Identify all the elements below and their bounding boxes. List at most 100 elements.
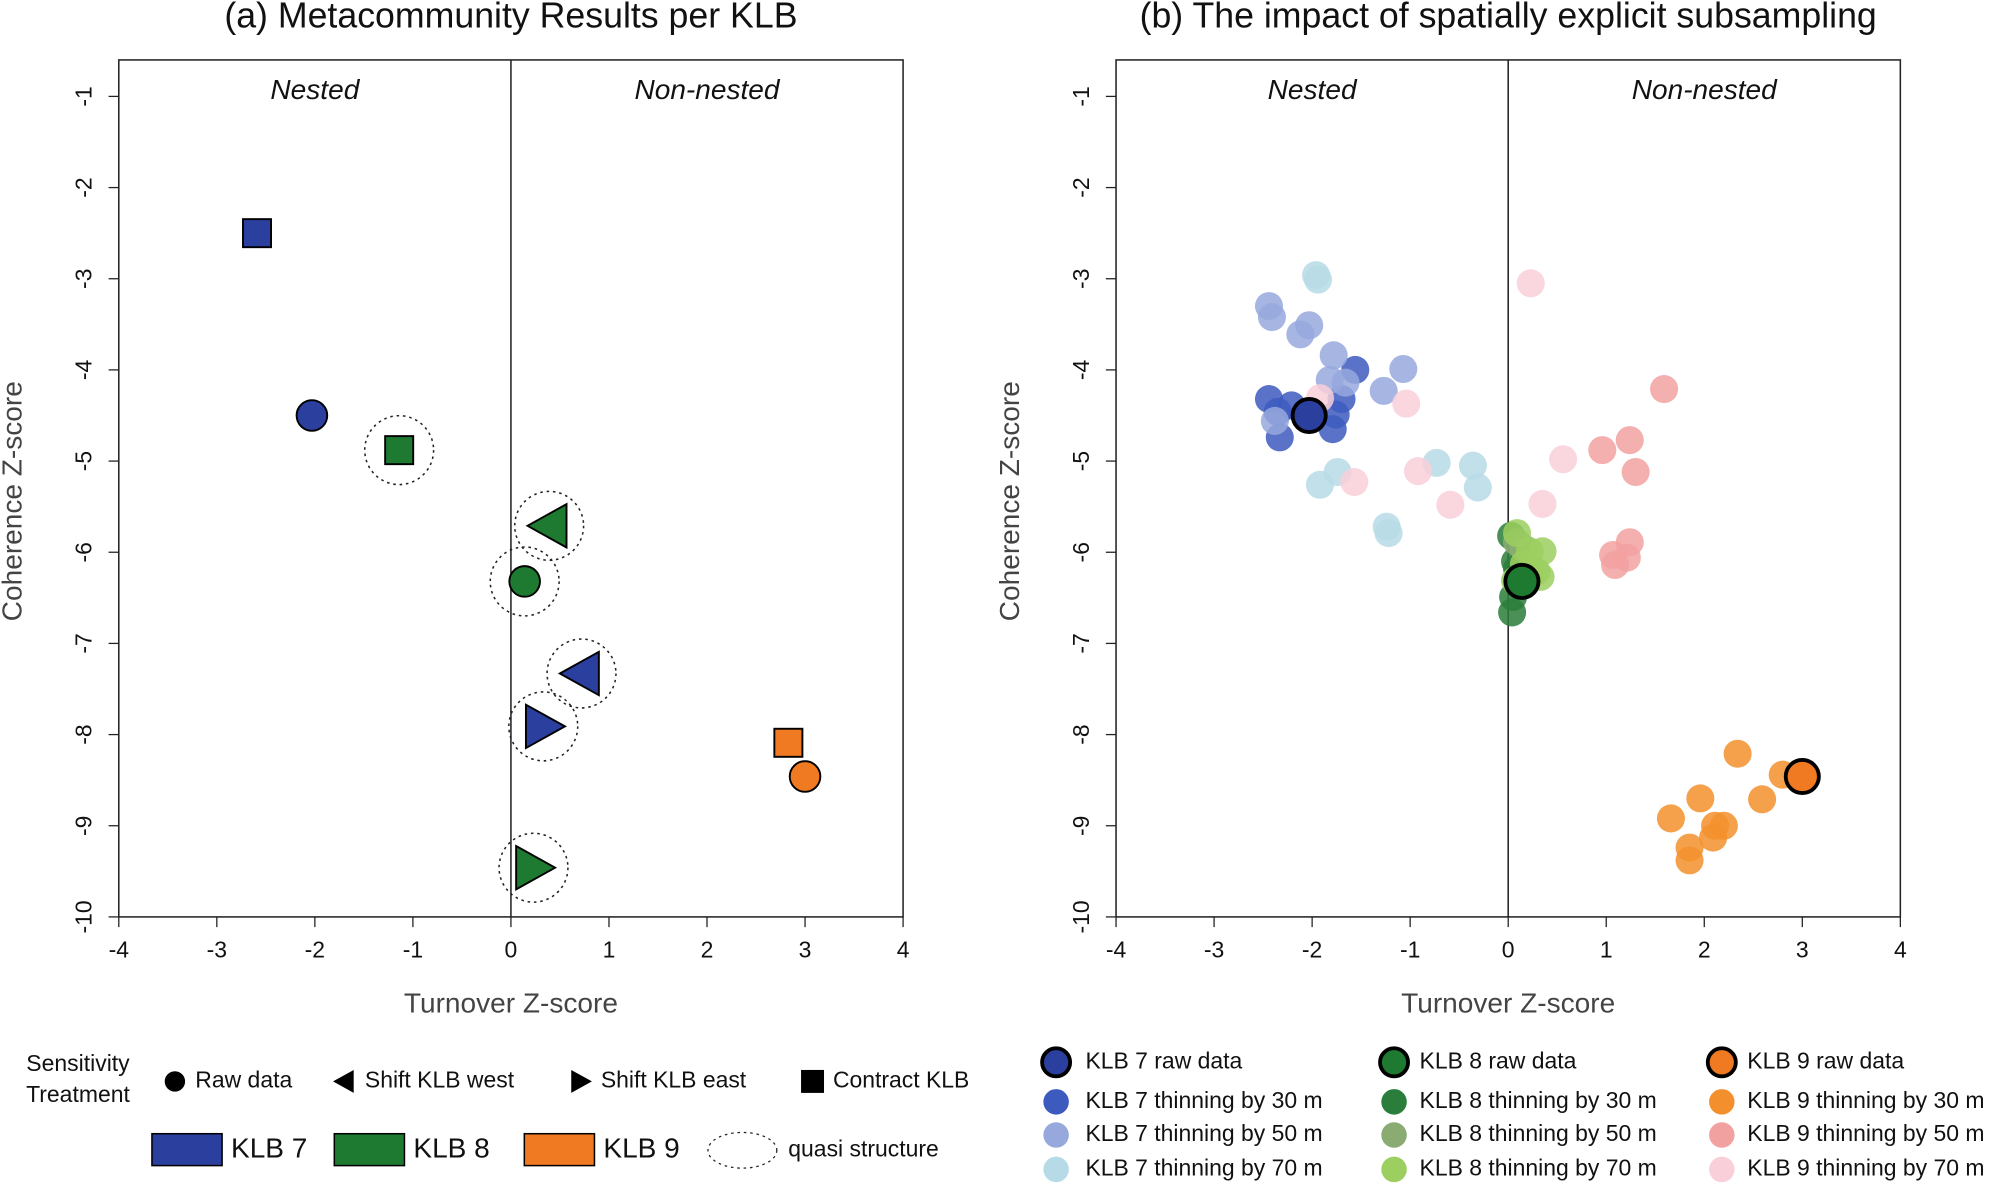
legend-label: KLB 7 thinning by 70 m (1085, 1154, 1322, 1180)
x-tick-label: -3 (207, 936, 227, 962)
legend-label: quasi structure (788, 1135, 938, 1161)
quasi-ring (363, 414, 435, 486)
legend-title: Sensitivity Treatment (26, 1050, 130, 1107)
point (1369, 376, 1398, 405)
x-tick-label: -1 (1400, 936, 1420, 962)
quasi-ring (498, 832, 569, 903)
point (1458, 451, 1487, 480)
point (1748, 785, 1777, 814)
y-tick-label: -7 (1068, 633, 1094, 653)
point (1403, 457, 1433, 486)
point (1340, 468, 1369, 497)
legend-marker (1705, 1046, 1738, 1079)
marker-triangle-left (333, 1069, 354, 1093)
chart-title: (b) The impact of spatially explicit sub… (1140, 0, 1877, 35)
legend-label: KLB 9 thinning by 30 m (1747, 1087, 1984, 1113)
y-tick-label: -10 (1068, 900, 1094, 933)
quadrant-label: Nested (270, 74, 360, 105)
quadrant-label: Non-nested (634, 74, 780, 105)
legend-label: KLB 8 raw data (1420, 1047, 1577, 1073)
x-tick-label: 0 (1502, 936, 1515, 962)
legend-label: KLB 7 thinning by 30 m (1085, 1087, 1322, 1113)
point (1615, 426, 1644, 455)
y-tick-label: -4 (1068, 359, 1094, 380)
point (1389, 354, 1418, 384)
quasi-ring (546, 638, 617, 709)
legend-label: Shift KLB west (365, 1066, 515, 1092)
y-tick-label: -9 (71, 816, 97, 836)
y-tick-label: -3 (1068, 269, 1094, 289)
x-tick-label: 2 (1698, 936, 1711, 962)
marker-triangle-right (524, 703, 567, 750)
marker-triangle-right (571, 1069, 592, 1093)
quasi-ring (508, 691, 579, 762)
point (1463, 473, 1492, 502)
point (1331, 368, 1360, 397)
x-tick-label: 1 (1600, 936, 1613, 962)
legend-label: KLB 8 thinning by 50 m (1420, 1120, 1657, 1146)
legend-marker (1381, 1156, 1407, 1183)
marker-square (384, 435, 415, 466)
quadrant-label: Non-nested (1632, 74, 1778, 105)
point (1503, 562, 1541, 600)
x-tick-label: -4 (109, 936, 130, 962)
y-tick-label: -1 (71, 86, 97, 106)
legend-label: KLB 8 thinning by 30 m (1420, 1087, 1657, 1113)
point (1701, 811, 1730, 840)
point (1528, 489, 1557, 518)
point (1588, 436, 1617, 465)
x-tick-label: 3 (799, 936, 812, 962)
point (1303, 265, 1333, 294)
marker-circle (788, 760, 822, 793)
legend-label: Shift KLB east (601, 1066, 747, 1092)
y-tick-label: -6 (1068, 542, 1094, 562)
legend-swatch (333, 1132, 406, 1167)
marker-triangle-right (515, 844, 558, 891)
x-tick-label: 0 (505, 936, 518, 962)
legend-label: KLB 9 thinning by 50 m (1747, 1120, 1984, 1146)
y-tick-label: -10 (71, 900, 97, 933)
point (1516, 269, 1545, 298)
y-tick-label: -2 (1068, 177, 1094, 197)
point (1621, 457, 1650, 487)
legend-marker (1040, 1046, 1073, 1079)
point (1612, 543, 1641, 572)
x-tick-label: 4 (1894, 936, 1907, 962)
legend-marker (1043, 1089, 1069, 1115)
y-tick-label: -6 (71, 542, 97, 562)
legend-label: KLB 9 raw data (1747, 1047, 1904, 1073)
x-tick-label: 3 (1796, 936, 1809, 962)
x-tick-label: -1 (403, 936, 423, 962)
y-axis-label: Coherence Z-score (0, 381, 28, 621)
point (1656, 804, 1685, 833)
legend-marker (1709, 1089, 1735, 1115)
legend-marker (1043, 1122, 1069, 1148)
y-tick-label: -2 (71, 177, 97, 197)
x-tick-label: 1 (603, 936, 616, 962)
legend-label: KLB 9 thinning by 70 m (1747, 1154, 1984, 1180)
legend-marker (1378, 1046, 1410, 1079)
legend-marker (1709, 1122, 1735, 1148)
chart-title: (a) Metacommunity Results per KLB (224, 0, 797, 35)
point (1783, 758, 1821, 796)
y-tick-label: -7 (71, 633, 97, 653)
x-tick-label: -2 (305, 936, 325, 962)
y-tick-label: -8 (1068, 724, 1094, 744)
legend-title-box: Sensitivity Treatment (26, 1050, 130, 1107)
legend-label: KLB 9 (603, 1133, 679, 1164)
legend-label: KLB 8 (413, 1133, 489, 1164)
legend-label: KLB 7 raw data (1085, 1047, 1242, 1073)
marker-circle (295, 399, 329, 432)
point (1260, 406, 1289, 435)
quasi-ring (489, 546, 560, 617)
y-tick-label: -5 (71, 451, 97, 471)
point (1650, 375, 1679, 404)
point (1392, 389, 1421, 418)
y-tick-label: -1 (1068, 86, 1094, 106)
legend-quasi (707, 1131, 778, 1169)
point (1374, 519, 1403, 548)
y-axis-label: Coherence Z-score (994, 381, 1025, 621)
legend-marker (1709, 1156, 1735, 1183)
quasi-ring (513, 490, 585, 562)
y-tick-label: -8 (71, 724, 97, 744)
